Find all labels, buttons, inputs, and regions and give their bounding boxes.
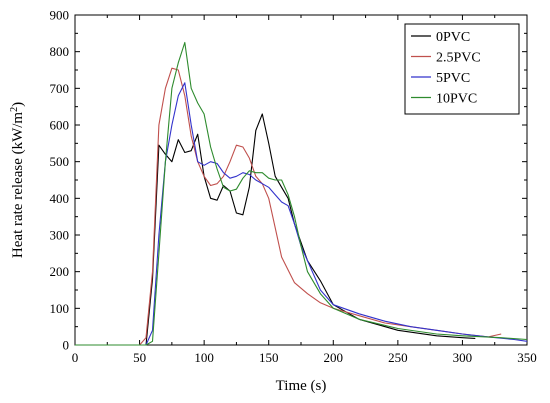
legend-box (404, 23, 520, 115)
y-tick-label: 0 (63, 338, 70, 353)
y-axis-ticks: 0 100 200 300 400 500 600 700 800 900 (50, 8, 527, 353)
x-tick-label: 250 (388, 350, 408, 365)
x-tick-label: 200 (324, 350, 344, 365)
y-tick-label: 400 (50, 191, 70, 206)
y-axis-title-close: ) (10, 102, 26, 107)
x-axis-title: Time (s) (276, 378, 327, 394)
x-tick-label: 350 (517, 350, 537, 365)
series-line-0pvc (75, 113, 476, 346)
y-tick-label: 300 (50, 228, 70, 243)
series-line-2-5pvc (75, 67, 502, 346)
y-axis-title-main: Heat rate release (kW/m (10, 112, 26, 258)
x-tick-label: 50 (133, 350, 146, 365)
y-tick-label: 900 (50, 8, 70, 23)
y-tick-label: 500 (50, 154, 70, 169)
legend: 0PVC 2.5PVC 5PVC 10PVC (404, 23, 520, 115)
y-axis-title: Heat rate release (kW/m2) (9, 102, 27, 258)
x-tick-label: 150 (259, 350, 279, 365)
series-line-10pvc (75, 41, 528, 346)
x-tick-label: 0 (72, 350, 79, 365)
legend-label: 2.5PVC (436, 51, 481, 66)
legend-label: 10PVC (436, 92, 477, 107)
series-lines (75, 41, 528, 346)
x-axis-ticks: 0 50 100 150 200 250 300 350 (72, 15, 537, 365)
legend-label: 0PVC (436, 30, 470, 45)
x-tick-label: 100 (194, 350, 214, 365)
y-tick-label: 600 (50, 118, 70, 133)
y-tick-label: 100 (50, 301, 70, 316)
y-tick-label: 700 (50, 81, 70, 96)
series-line-5pvc (75, 82, 528, 346)
y-tick-label: 800 (50, 44, 70, 59)
legend-label: 5PVC (436, 71, 470, 86)
y-tick-label: 200 (50, 264, 70, 279)
y-axis-title-superscript: 2 (9, 107, 20, 112)
x-tick-label: 300 (453, 350, 473, 365)
